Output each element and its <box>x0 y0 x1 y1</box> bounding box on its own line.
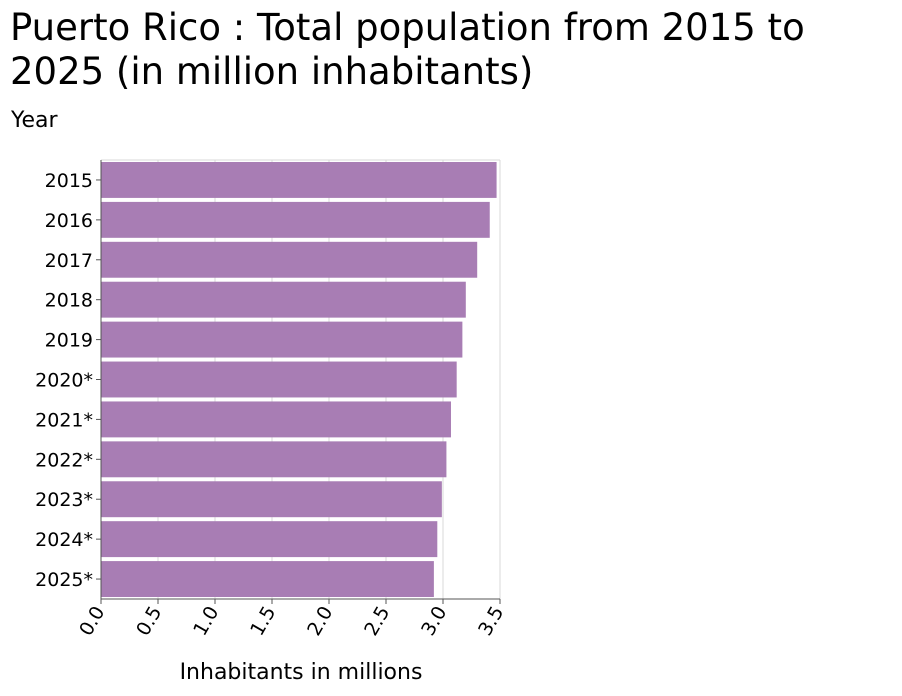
y-axis-title: Year <box>11 108 58 133</box>
y-tick-label: 2019 <box>45 330 93 352</box>
y-tick-label: 2024* <box>35 529 93 551</box>
bar <box>101 441 447 478</box>
bar <box>101 281 466 318</box>
y-tick-label: 2021* <box>35 409 93 431</box>
x-axis-title: Inhabitants in millions <box>180 660 423 685</box>
x-tick-label: 2.5 <box>360 603 394 640</box>
y-tick-label: 2018 <box>45 290 93 312</box>
bar <box>101 201 490 238</box>
bar <box>101 521 438 558</box>
x-axis: 0.0 0.5 1.0 1.5 2.0 2.5 3.0 3.5 <box>75 598 508 640</box>
y-axis: 2015 2016 2017 2018 2019 2020* 2021* 2022* 2023*… <box>35 160 102 599</box>
y-tick-label: 2017 <box>45 250 93 272</box>
y-tick-label: 2016 <box>45 210 93 232</box>
x-tick-label: 1.0 <box>189 603 223 640</box>
y-tick-label: 2015 <box>45 170 93 192</box>
chart-title: Puerto Rico : Total population from 2015… <box>10 6 805 93</box>
bar <box>101 241 478 278</box>
y-tick-label: 2020* <box>35 370 93 392</box>
bar <box>101 321 463 358</box>
bars <box>101 161 497 598</box>
x-tick-label: 0.0 <box>75 603 109 640</box>
y-tick-label: 2023* <box>35 489 93 511</box>
bar <box>101 361 457 398</box>
x-tick-label: 3.0 <box>417 603 451 640</box>
x-tick-label: 1.5 <box>246 603 280 640</box>
bar <box>101 161 497 198</box>
x-tick-label: 2.0 <box>303 603 337 640</box>
bar <box>101 481 442 518</box>
x-tick-label: 3.5 <box>474 603 508 640</box>
y-tick-label: 2025* <box>35 569 93 591</box>
bar <box>101 401 451 438</box>
bar <box>101 561 434 598</box>
y-tick-label: 2022* <box>35 449 93 471</box>
x-tick-label: 0.5 <box>132 603 166 640</box>
